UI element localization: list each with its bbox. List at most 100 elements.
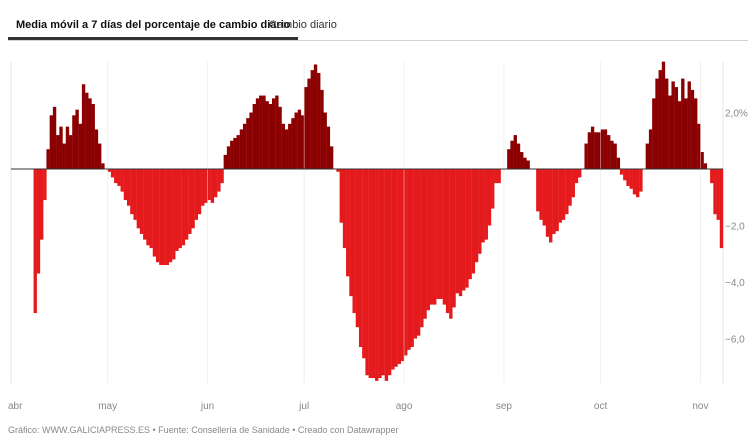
bar <box>152 169 157 257</box>
bar <box>355 169 360 328</box>
bar <box>520 152 524 169</box>
bar <box>188 169 192 234</box>
bar <box>349 169 353 297</box>
bar <box>694 98 698 170</box>
bar <box>120 169 124 192</box>
x-tick-label: ago <box>396 401 413 412</box>
bar <box>300 115 305 169</box>
bar <box>310 70 314 170</box>
bar <box>684 98 688 170</box>
bar <box>597 132 601 169</box>
bar <box>368 169 372 379</box>
x-tick-label: nov <box>692 401 708 412</box>
bar <box>603 129 608 169</box>
bar <box>275 95 279 169</box>
bar <box>304 87 308 169</box>
bar <box>681 78 685 169</box>
bar <box>172 169 176 260</box>
bar <box>181 169 186 246</box>
bar <box>655 78 659 169</box>
bar <box>623 169 627 181</box>
bar <box>652 98 656 170</box>
bar <box>56 135 60 169</box>
bar <box>49 115 54 169</box>
bar <box>36 169 41 274</box>
bar <box>362 169 366 359</box>
bar <box>136 169 141 229</box>
bar <box>117 169 121 186</box>
bar <box>404 169 408 356</box>
bar <box>278 106 282 169</box>
bar <box>668 95 672 169</box>
bar <box>420 169 424 328</box>
bar <box>468 169 472 280</box>
bar <box>320 89 324 169</box>
bar <box>233 137 237 169</box>
bar <box>107 169 112 172</box>
bar <box>101 163 105 169</box>
bar <box>288 123 292 169</box>
bar <box>375 169 379 381</box>
bar <box>690 89 695 169</box>
bar <box>400 169 405 362</box>
bar <box>323 112 327 169</box>
bar <box>91 104 95 169</box>
bar <box>126 169 131 206</box>
chart-tabs: Media móvil a 7 días del porcentaje de c… <box>8 0 748 41</box>
bar <box>210 169 215 203</box>
bar <box>536 169 540 212</box>
bar <box>33 169 37 314</box>
bar <box>713 169 717 215</box>
bar <box>687 81 691 169</box>
bar <box>616 157 621 169</box>
bar <box>358 169 363 347</box>
bar <box>452 169 456 308</box>
bar <box>510 140 514 169</box>
bar <box>433 169 437 305</box>
bar <box>46 149 50 169</box>
bar <box>384 169 389 381</box>
bar <box>594 132 598 169</box>
bar <box>584 143 588 169</box>
bar <box>561 169 566 220</box>
bar <box>329 146 334 169</box>
bar <box>462 169 466 291</box>
bar <box>552 169 556 234</box>
bar <box>184 169 189 240</box>
bar <box>545 169 550 237</box>
bar <box>43 169 47 201</box>
bar <box>719 169 724 249</box>
y-tick-label: −6,0 <box>725 335 745 346</box>
bar <box>78 123 83 169</box>
bar <box>648 129 653 169</box>
bar <box>426 169 430 311</box>
bar <box>317 72 321 169</box>
bar <box>423 169 427 319</box>
bar <box>487 169 492 226</box>
bar <box>710 169 714 184</box>
bar <box>665 78 669 169</box>
y-tick-label: −4,0 <box>725 278 745 289</box>
bar <box>436 169 440 299</box>
x-tick-label: jul <box>298 401 309 412</box>
bar <box>52 106 57 169</box>
bar <box>268 104 273 169</box>
bar <box>484 169 488 240</box>
bar <box>365 169 369 376</box>
bar <box>429 169 434 305</box>
bar <box>220 169 224 184</box>
tab-cambio-diario[interactable]: Cambio diario <box>269 19 337 31</box>
bar <box>394 169 398 367</box>
bar <box>97 143 102 169</box>
bar <box>65 126 70 170</box>
bar <box>458 169 463 297</box>
bar <box>265 101 269 169</box>
bar <box>217 169 221 192</box>
bar <box>230 140 234 169</box>
x-tick-label: oct <box>594 401 608 412</box>
y-tick-label: −2,0 <box>725 222 745 233</box>
bar <box>81 84 86 169</box>
tab-media-movil[interactable]: Media móvil a 7 días del porcentaje de c… <box>8 0 299 40</box>
bar <box>449 169 453 319</box>
